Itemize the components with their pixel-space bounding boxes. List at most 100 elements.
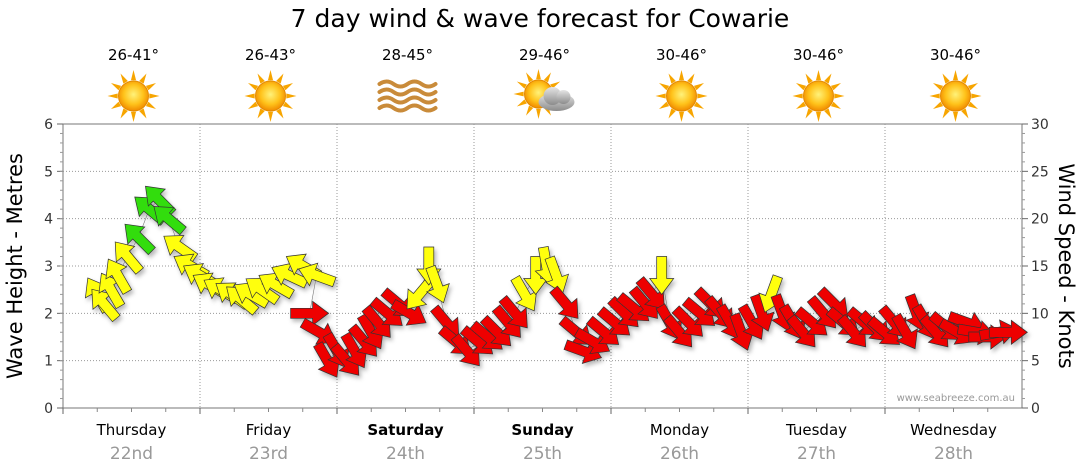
sun-icon — [792, 70, 845, 122]
sun-ray — [795, 83, 807, 91]
x-axis-day-labels: Thursday 22nd Friday 23rd Saturday 24th Sunday… — [96, 421, 997, 464]
y-axis-right-label: Wind Speed - Knots — [1054, 163, 1078, 368]
haze-wave — [377, 79, 438, 89]
sun-ray — [967, 83, 979, 91]
sun-ray — [536, 69, 541, 80]
sun-ray — [678, 111, 685, 122]
sun-disc — [255, 80, 286, 112]
y-right-tick-label: 15 — [1031, 259, 1049, 275]
wind-arrow — [891, 312, 918, 350]
sun-ray — [967, 101, 979, 109]
y-right-tick-label: 20 — [1031, 212, 1049, 228]
wind-arrow — [114, 241, 144, 275]
sun-cloud-icon — [513, 69, 575, 119]
sun-ray — [145, 83, 157, 91]
sun-ray — [824, 108, 832, 119]
y-left-tick-label: 6 — [44, 117, 53, 133]
wind-arrow — [153, 206, 187, 236]
y-right-tick-label: 10 — [1031, 306, 1049, 322]
watermark: www.seabreeze.com.au — [897, 393, 1015, 404]
sun-ray — [139, 108, 147, 119]
day-temp-range: 28-45° — [382, 46, 433, 64]
sun-ray — [792, 93, 803, 99]
sun-icon — [929, 70, 982, 122]
sun-ray — [526, 72, 534, 83]
sun-ray — [247, 101, 259, 109]
haze-wave — [377, 87, 438, 97]
sun-ray — [942, 73, 950, 84]
sun-ray — [805, 108, 813, 119]
sun-ray — [658, 101, 670, 109]
x-day-date: 24th — [386, 444, 425, 464]
chart-title: 7 day wind & wave forecast for Cowarie — [290, 4, 790, 33]
sun-ray — [678, 70, 685, 81]
sun-disc — [118, 80, 149, 112]
x-day-name: Wednesday — [910, 421, 997, 439]
wind-arrow — [425, 264, 450, 304]
haze-wave — [377, 95, 438, 105]
y-right-tick-label: 0 — [1031, 401, 1040, 417]
sun-disc — [666, 80, 697, 112]
wind-arrow — [544, 255, 570, 294]
haze-wave — [377, 103, 438, 113]
sun-ray — [815, 70, 822, 81]
x-day-name: Saturday — [367, 421, 444, 439]
sun-ray — [815, 111, 822, 122]
sun-ray — [952, 70, 959, 81]
sun-ray — [110, 101, 122, 109]
sun-ray — [257, 108, 265, 119]
x-day-date: 27th — [797, 444, 836, 464]
sun-ray — [687, 73, 695, 84]
sun-ray — [536, 108, 541, 119]
cloud-puff — [556, 90, 571, 104]
wind-arrow — [105, 258, 133, 295]
sun-icon — [244, 70, 297, 122]
x-day-date: 22nd — [110, 444, 153, 464]
x-day-name: Sunday — [511, 421, 574, 439]
sun-ray — [130, 70, 137, 81]
sun-ray — [110, 83, 122, 91]
y-axis-left-label: Wave Height - Metres — [3, 153, 27, 379]
sun-ray — [267, 111, 274, 122]
sun-ray — [961, 108, 969, 119]
day-temp-range: 26-43° — [245, 46, 296, 64]
wind-arrow — [298, 262, 337, 288]
sun-ray — [932, 101, 944, 109]
haze-icon — [377, 79, 438, 113]
sun-ray — [267, 70, 274, 81]
sun-ray — [550, 81, 561, 89]
sun-ray — [286, 93, 297, 99]
y-right-tick-label: 30 — [1031, 117, 1049, 133]
wind-arrow — [498, 295, 528, 329]
sun-ray — [952, 111, 959, 122]
sun-icon — [107, 70, 160, 122]
sun-ray — [795, 101, 807, 109]
cloud-puff — [543, 87, 562, 105]
sun-ray — [282, 83, 294, 91]
y-left-tick-label: 0 — [44, 401, 53, 417]
sun-ray — [693, 101, 705, 109]
x-day-date: 26th — [660, 444, 699, 464]
sun-ray — [693, 83, 705, 91]
sun-ray — [526, 105, 534, 116]
sun-ray — [824, 73, 832, 84]
sun-ray — [145, 101, 157, 109]
sun-ray — [687, 108, 695, 119]
sun-ray — [244, 93, 255, 99]
sun-ray — [247, 83, 259, 91]
sun-ray — [543, 72, 551, 83]
y-left-tick-label: 3 — [44, 259, 53, 275]
sun-ray — [107, 93, 118, 99]
y-left-tick-label: 5 — [44, 164, 53, 180]
day-temp-range: 29-46° — [519, 46, 570, 64]
day-temp-range: 26-41° — [108, 46, 159, 64]
y-left-tick-label: 2 — [44, 306, 53, 322]
sun-ray — [830, 101, 842, 109]
x-day-name: Thursday — [96, 421, 167, 439]
y-left-tick-label: 4 — [44, 212, 53, 228]
sun-ray — [697, 93, 708, 99]
sun-icon — [655, 70, 708, 122]
sun-ray — [805, 73, 813, 84]
sun-ray — [655, 93, 666, 99]
